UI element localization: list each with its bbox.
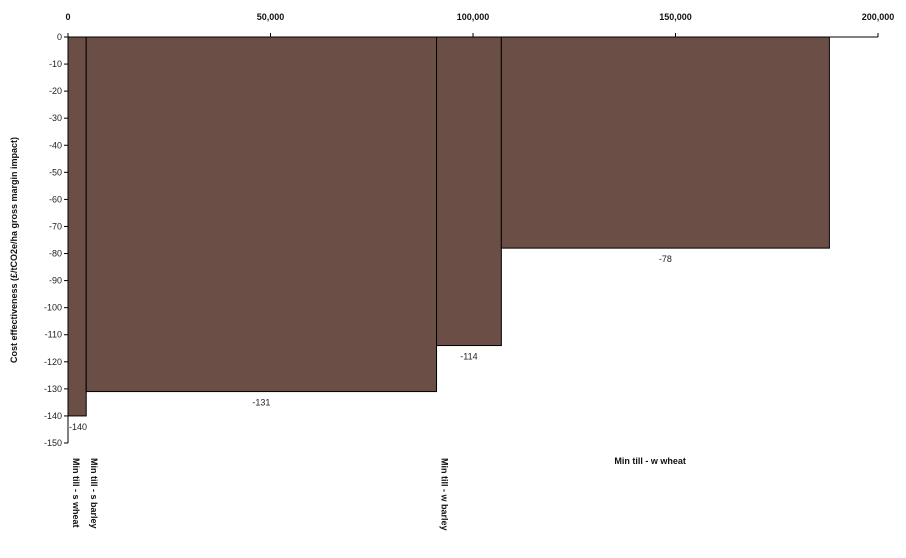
y-tick-label: -40 (49, 140, 62, 150)
category-labels: Min till - s wheat Min till - s barley Min… (71, 456, 686, 531)
y-tick-label: -130 (44, 384, 62, 394)
bar (500, 36, 830, 249)
y-tick-label: -30 (49, 113, 62, 123)
y-tick-label: 0 (57, 32, 62, 42)
y-tick-label: -80 (49, 249, 62, 259)
category-label: Min till - w wheat (614, 456, 686, 466)
bar (67, 36, 87, 417)
y-tick-label: -50 (49, 167, 62, 177)
y-tick-label: -90 (49, 276, 62, 286)
y-axis-ticks: 0 -10 -20 -30 -40 -50 -60 -70 -80 -90 -100 -110 -120… (44, 32, 68, 448)
category-label: Min till - s barley (89, 458, 99, 529)
bars (67, 36, 830, 417)
y-tick-label: -150 (44, 438, 62, 448)
x-axis-ticks: 0 50,000 100,000 150,000 200,000 (65, 12, 894, 37)
y-tick-label: -10 (49, 59, 62, 69)
data-labels: -140 -131 -114 -78 (69, 254, 672, 432)
y-tick-label: -100 (44, 303, 62, 313)
x-tick-label: 100,000 (457, 12, 490, 22)
y-tick-label: -70 (49, 221, 62, 231)
data-label: -131 (252, 398, 270, 408)
bar (436, 36, 502, 347)
category-label: Min till - w barley (440, 458, 450, 531)
x-tick-label: 150,000 (659, 12, 692, 22)
data-label: -114 (460, 352, 477, 362)
x-tick-label: 50,000 (257, 12, 285, 22)
y-tick-label: -110 (45, 330, 62, 340)
data-label: -140 (69, 422, 87, 432)
y-tick-label: -140 (44, 411, 62, 421)
category-label: Min till - s wheat (71, 458, 81, 528)
y-tick-label: -120 (44, 357, 62, 367)
data-label: -78 (659, 254, 672, 264)
bar (85, 36, 438, 393)
y-axis-title: Cost effectiveness (£/tCO2e/ha gross mar… (9, 137, 19, 363)
x-tick-label: 0 (65, 12, 70, 22)
y-tick-label: -20 (49, 86, 62, 96)
y-tick-label: -60 (49, 194, 62, 204)
x-tick-label: 200,000 (862, 12, 895, 22)
